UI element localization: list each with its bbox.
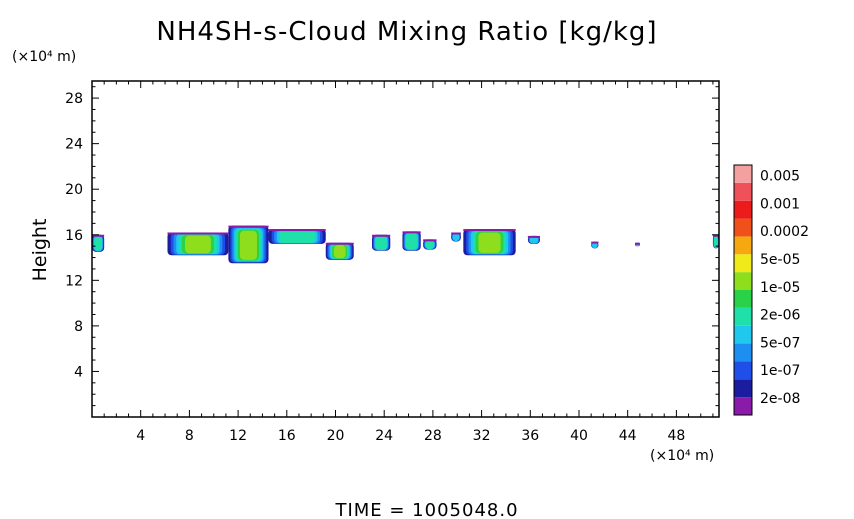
cloud-layer (239, 230, 257, 260)
cloud-top-edge (167, 232, 229, 235)
cloud-cell-13 (712, 234, 719, 249)
y-axis: 4 8 12 16 20 24 28 (65, 86, 719, 407)
colorbar-label: 5e-07 (760, 335, 800, 351)
colorbar-label: 0.001 (760, 196, 800, 212)
colorbar-segment (734, 290, 752, 308)
cloud-cell-1 (167, 232, 229, 256)
y-tick-label: 20 (65, 182, 83, 198)
chart-title: NH4SH-s-Cloud Mixing Ratio [kg/kg] (156, 17, 657, 47)
cloud-top-edge (325, 242, 354, 245)
plot-area (92, 225, 719, 264)
colorbar-segment (734, 182, 752, 201)
cloud-cell-8 (451, 232, 461, 242)
colorbar-segment (734, 165, 752, 183)
x-tick-label: 44 (619, 428, 637, 444)
cloud-top-edge (591, 241, 599, 244)
x-tick-label: 4 (136, 428, 145, 444)
cloud-top-edge (402, 231, 421, 234)
cloud-layer (375, 236, 387, 250)
cloud-top-edge (228, 225, 269, 228)
colorbar-frame (733, 164, 753, 416)
x-tick-label: 32 (473, 428, 491, 444)
cloud-top-edge (712, 234, 719, 237)
cloud-layer (333, 245, 346, 259)
cloud-cell-9 (463, 229, 516, 256)
cloud-layer (94, 236, 102, 251)
cloud-cell-5 (372, 234, 391, 251)
colorbar-segment (734, 397, 752, 415)
y-tick-label: 24 (65, 137, 83, 153)
colorbar-label: 5e-05 (760, 252, 800, 268)
x-tick-label: 8 (185, 428, 194, 444)
cloud-layer (279, 230, 315, 244)
colorbar-label: 1e-07 (760, 363, 800, 379)
x-tick-label: 16 (278, 428, 296, 444)
colorbar-segment (734, 200, 752, 219)
colorbar-label: 0.0002 (760, 224, 809, 240)
colorbar-segment (734, 272, 752, 290)
plot-frame (91, 80, 720, 418)
cloud-cell-4 (325, 242, 354, 260)
colorbar-segment (734, 379, 752, 398)
cloud-layer (478, 232, 501, 253)
cloud-cell-2 (228, 225, 269, 264)
colorbar-label: 2e-06 (760, 308, 800, 324)
colorbar-segment (734, 236, 752, 255)
x-axis: 4 8 12 16 20 24 28 32 36 40 44 48 (103, 81, 714, 444)
x-tick-label: 36 (521, 428, 539, 444)
cloud-top-edge (372, 234, 391, 237)
cloud-cell-0 (92, 234, 105, 252)
cloud-cell-11 (591, 241, 599, 249)
cloud-top-edge (268, 229, 326, 232)
x-tick-label: 40 (570, 428, 588, 444)
y-tick-label: 12 (65, 273, 83, 289)
cloud-cell-6 (402, 231, 421, 251)
y-axis-label: Height (29, 219, 51, 282)
x-tick-label: 20 (327, 428, 345, 444)
colorbar-label: 0.005 (760, 169, 800, 185)
colorbar-label: 1e-05 (760, 280, 800, 296)
y-tick-label: 28 (65, 91, 83, 107)
colorbar-segment (734, 218, 752, 237)
cloud-layer (714, 235, 718, 248)
colorbar-segment (734, 361, 752, 380)
colorbar: 2e-08 1e-07 5e-07 2e-06 1e-05 5e-05 0.0002 0.00… (733, 164, 809, 416)
cloud-cell-3 (268, 229, 326, 244)
cloud-layer (425, 240, 435, 249)
x-tick-label: 12 (229, 428, 247, 444)
y-tick-label: 4 (74, 364, 83, 380)
cloud-top-edge (527, 235, 541, 238)
cloud-layer (185, 235, 211, 254)
time-footer: TIME = 1005048.0 (334, 500, 518, 519)
cloud-layer (452, 233, 460, 242)
cloud-top-edge (463, 229, 516, 232)
colorbar-segment (734, 254, 752, 273)
x-tick-label: 28 (424, 428, 442, 444)
cloud-top-edge (634, 242, 640, 245)
cloud-layer (529, 236, 539, 244)
y-axis-unit: (×10⁴ m) (12, 49, 76, 65)
x-tick-label: 48 (667, 428, 685, 444)
colorbar-segment (734, 325, 752, 344)
cloud-cell-10 (527, 235, 541, 244)
y-tick-label: 16 (65, 228, 83, 244)
y-tick-label: 8 (74, 319, 83, 335)
cloud-top-edge (423, 239, 437, 242)
cloud-top-edge (92, 234, 105, 237)
colorbar-label: 2e-08 (760, 391, 800, 407)
cloud-layer (405, 233, 418, 250)
cloud-top-edge (451, 232, 461, 235)
colorbar-segment (734, 307, 752, 326)
colorbar-segment (734, 343, 752, 362)
x-tick-label: 24 (375, 428, 393, 444)
x-axis-unit: (×10⁴ m) (650, 448, 714, 464)
cloud-cell-12 (634, 242, 640, 247)
cloud-cell-7 (423, 239, 437, 250)
